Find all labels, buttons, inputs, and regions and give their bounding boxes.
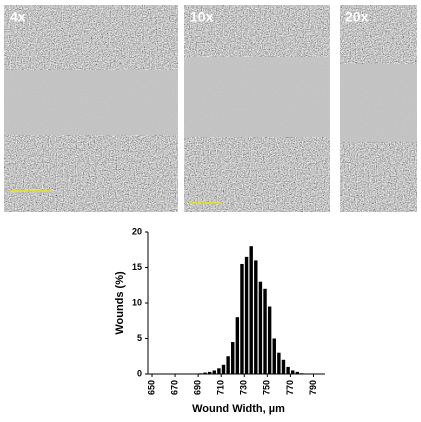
x-tick-label: 730 (239, 380, 249, 395)
bar (286, 366, 290, 374)
x-axis-title: Wound Width, µm (192, 403, 285, 415)
bar (258, 281, 263, 374)
bar (244, 256, 249, 374)
bar (212, 370, 216, 374)
y-tick-label: 0 (137, 368, 142, 378)
bar (198, 373, 203, 374)
bar (263, 288, 267, 374)
bar (217, 368, 221, 374)
x-tick-label: 650 (146, 380, 156, 395)
bar (277, 352, 281, 374)
bar (226, 356, 230, 374)
bar (267, 306, 272, 374)
micrograph-4x: 4x (4, 5, 178, 212)
bar (249, 246, 253, 374)
bar (231, 342, 235, 374)
x-tick-label: 790 (308, 380, 318, 395)
x-tick-label: 770 (285, 380, 295, 395)
wound-gap (4, 70, 178, 135)
magnification-label: 10x (190, 9, 214, 25)
y-axis-title: Wounds (%) (114, 271, 126, 335)
bar (235, 317, 240, 374)
magnification-label: 20x (345, 9, 369, 25)
y-tick-label: 5 (137, 333, 142, 343)
bar (281, 359, 286, 374)
micrograph-20x: 20x (340, 5, 417, 212)
x-tick-label: 710 (216, 380, 226, 395)
x-tick-label: 750 (262, 380, 272, 395)
x-tick-label: 670 (169, 380, 179, 395)
y-tick-label: 20 (132, 226, 142, 236)
bar (221, 364, 226, 374)
wound-gap (340, 64, 417, 142)
bar (300, 373, 304, 374)
bar (207, 371, 212, 374)
y-tick-label: 10 (132, 297, 142, 307)
bar (291, 370, 295, 374)
histogram: 0 5 10 15 20 650 670 690 710 730 750 770 790 Wound Wi… (114, 226, 325, 415)
bar (254, 260, 258, 374)
bar (203, 372, 207, 374)
bar (272, 338, 276, 374)
micrograph-10x: 10x (184, 5, 330, 212)
magnification-label: 4x (10, 9, 26, 25)
wound-gap (184, 57, 330, 137)
x-tick-label: 690 (193, 380, 203, 395)
bar (295, 371, 300, 374)
bar (240, 263, 244, 374)
y-tick-label: 15 (132, 262, 142, 272)
